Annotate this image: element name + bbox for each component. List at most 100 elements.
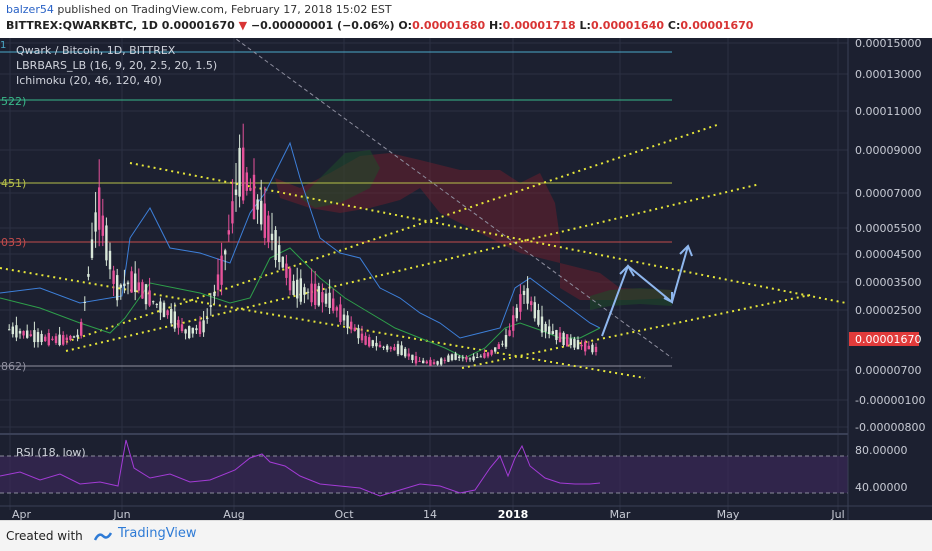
candle-body (429, 359, 432, 366)
rsi-tick-40: 40.00000 (855, 481, 908, 494)
candle-body (191, 327, 194, 334)
candle-body (411, 354, 414, 361)
indicator-ichimoku[interactable]: Ichimoku (20, 46, 120, 40) (16, 74, 162, 87)
chart-title: Qwark / Bitcoin, 1D, BITTREX (16, 44, 176, 57)
candle-body (353, 327, 356, 332)
candle-body (105, 225, 108, 261)
projection-arrowhead-3 (679, 244, 693, 257)
candle-body (69, 335, 72, 340)
candle-body (206, 317, 209, 319)
rsi-title: RSI (18, low) (16, 446, 86, 459)
price-tick-label: 0.00002500 (855, 304, 921, 317)
candle-body (245, 172, 248, 191)
candle-body (447, 355, 450, 362)
candle-body (558, 332, 562, 343)
price-tick-label: 0.00013000 (855, 68, 921, 81)
candle-body (173, 311, 176, 329)
ichimoku-cloud-green-2 (590, 288, 672, 310)
price-tick-label: 0.00000700 (855, 364, 921, 377)
candle-body (76, 334, 79, 338)
candle-body (504, 335, 508, 347)
candle-body (270, 233, 274, 241)
candle-body (378, 344, 382, 348)
high-label: H: (489, 19, 503, 32)
candle-body (501, 343, 504, 345)
projection-arrowhead-1 (619, 264, 635, 277)
time-tick-label: May (717, 508, 740, 520)
candle-body (281, 256, 284, 268)
candle-body (29, 334, 32, 336)
candle-body (530, 301, 533, 306)
price-axis[interactable]: 0.00015000 0.00013000 0.00011000 0.00009000… (855, 38, 925, 434)
candle-body (414, 356, 418, 364)
candle-body (494, 347, 497, 352)
candle-body (33, 330, 36, 343)
time-tick-label: Jul (830, 508, 844, 520)
price-tick-label: -0.00000100 (855, 394, 925, 407)
candle-body (562, 332, 565, 346)
close-label: C: (667, 19, 681, 32)
candle-body (123, 283, 126, 286)
candle-body (317, 286, 320, 306)
candle-body (360, 333, 364, 341)
candle-body (260, 200, 263, 225)
candle-body (188, 326, 191, 339)
candle-body (274, 230, 277, 261)
candle-body (296, 279, 299, 299)
candle-body (137, 282, 140, 291)
open-label: O: (398, 19, 413, 32)
candle-body (98, 187, 101, 230)
candle-body (40, 333, 43, 342)
ichimoku-cloud-red (275, 153, 672, 300)
candle-body (314, 283, 317, 305)
candle-body (526, 288, 529, 304)
candle-body (389, 347, 392, 349)
chart-svg[interactable]: 1 522) 451) 033) 862) Qwark / Bitcoin, 1… (0, 38, 932, 520)
candle-body (576, 340, 580, 350)
candle-body (472, 356, 475, 361)
candle-body (159, 301, 162, 313)
candle-body (393, 346, 396, 351)
tradingview-link[interactable]: TradingView (118, 526, 197, 541)
publish-text: published on TradingView.com, February 1… (53, 3, 392, 16)
candle-body (407, 353, 410, 357)
indicator-lbrbars[interactable]: LBRBARS_LB (16, 9, 20, 2.5, 20, 1.5) (16, 59, 217, 72)
last-price-marker (849, 332, 919, 346)
candle-body (382, 346, 385, 348)
candle-body (508, 330, 511, 336)
candle-body (522, 290, 526, 296)
candle-body (555, 329, 558, 340)
candle-body (479, 356, 482, 358)
price-tick-label: 0.00009000 (855, 144, 921, 157)
candle-body (303, 287, 306, 295)
candle-body (371, 340, 374, 347)
candle-body (533, 302, 536, 319)
candle-body (450, 354, 454, 361)
ohlc-line: BITTREX:QWARKBTC, 1D 0.00001670 ▼ −0.000… (6, 19, 753, 32)
level-label-451: 451) (1, 177, 26, 190)
candle-body (162, 302, 166, 318)
author-link[interactable]: balzer54 (6, 3, 54, 16)
chart-area[interactable]: 1 522) 451) 033) 862) Qwark / Bitcoin, 1… (0, 38, 932, 520)
time-axis[interactable]: Apr Jun Aug Oct 14 2018 Mar May Jul (12, 508, 845, 520)
price-change: −0.00000001 (−0.06%) (250, 19, 395, 32)
candle-body (569, 338, 572, 346)
candle-body (101, 215, 104, 236)
candle-body (364, 335, 367, 345)
level-label-522: 522) (1, 95, 26, 108)
candle-body (458, 356, 461, 358)
candle-body (141, 282, 144, 299)
candle-body (126, 282, 130, 285)
candle-body (544, 323, 547, 332)
candle-body (252, 174, 256, 220)
lower-band-line (0, 247, 601, 359)
ichimoku-cloud-green (300, 150, 380, 208)
candle-body (18, 330, 22, 334)
candle-body (476, 357, 479, 359)
candle-body (580, 344, 583, 347)
dashed-trend-line (233, 38, 673, 359)
candle-body (134, 273, 137, 292)
candle-body (15, 325, 18, 338)
candle-body (209, 305, 212, 307)
candle-body (335, 307, 338, 311)
